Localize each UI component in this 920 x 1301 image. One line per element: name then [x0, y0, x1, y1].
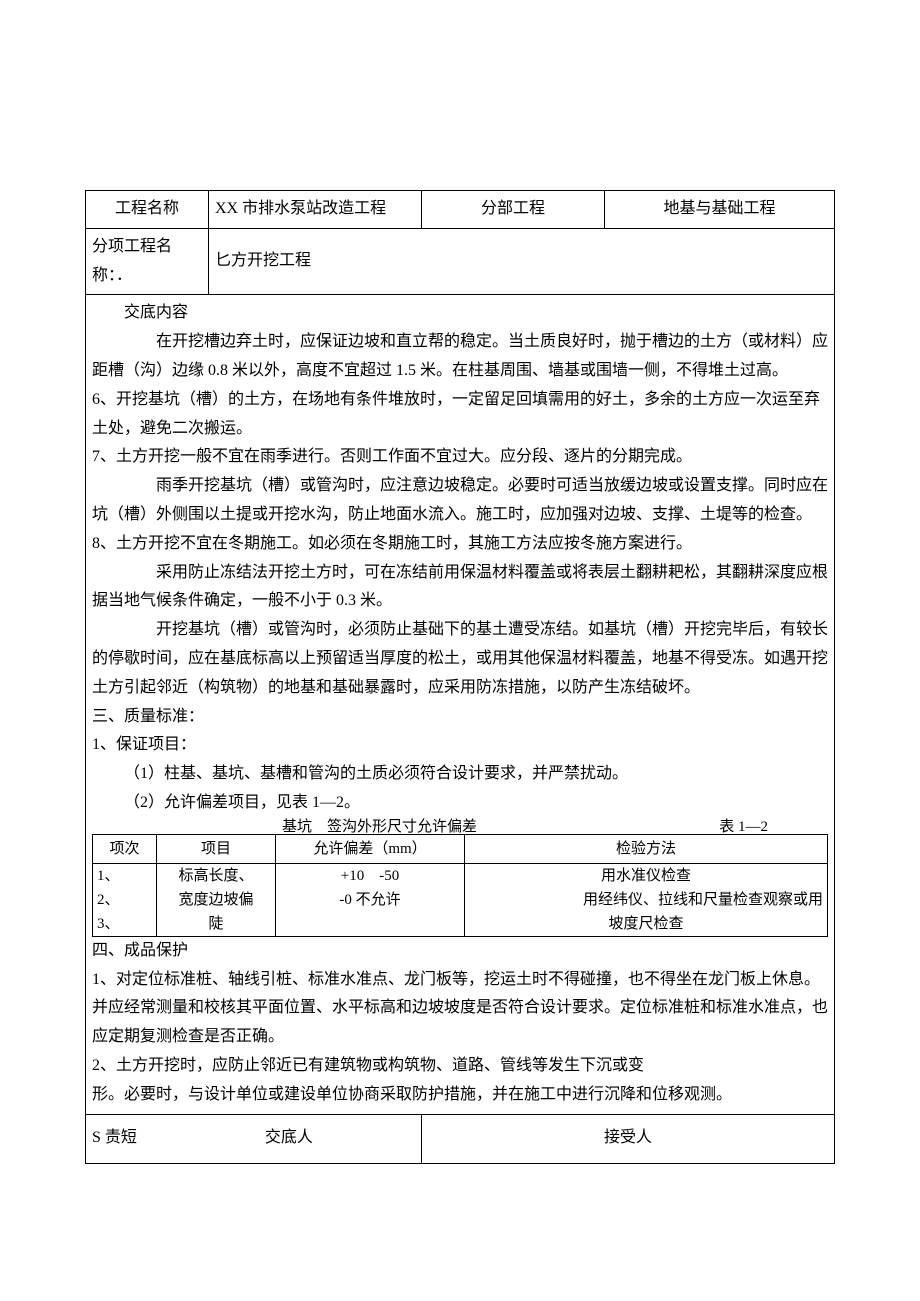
para-7: 开挖基坑（槽）或管沟时，必须防止基础下的基土遭受冻结。如基坑（槽）开挖完毕后，有…: [92, 616, 828, 702]
item-2: 宽度边坡偏: [161, 888, 271, 912]
para-1: 在开挖槽边弃土时，应保证边坡和直立帮的稳定。当土质良好时，抛于槽边的土方（或材料…: [92, 328, 828, 386]
tol-2: +10 -50: [280, 864, 460, 888]
para-6: 采用防止冻结法开挖土方时，可在冻结前用保温材料覆盖或将表层土翻耕耙松，其翻耕深度…: [92, 559, 828, 617]
idx-1: 1、: [97, 864, 152, 888]
inner-table-label: 表 1—2: [719, 814, 768, 841]
project-name-value: XX 市排水泵站改造工程: [209, 191, 422, 229]
section-4-3: 形。必要时，与设计单位或建设单位协商采取防护措施，并在施工中进行沉降和位移观测。: [92, 1081, 828, 1110]
section-3-1: 1、保证项目：: [92, 731, 828, 760]
item-3: 陡: [161, 912, 271, 936]
th-item: 项目: [157, 834, 276, 863]
section-4-1: 1、对定位标准桩、轴线引桩、标准水准点、龙门板等，挖运土时不得碰撞，也不得坐在龙…: [92, 966, 828, 1052]
content-body: 交底内容 在开挖槽边弃土时，应保证边坡和直立帮的稳定。当土质良好时，抛于槽边的土…: [86, 295, 835, 1114]
sign-left-cell: S 责短 交底人: [86, 1114, 422, 1163]
content-title: 交底内容: [92, 299, 828, 328]
project-name-label: 工程名称: [86, 191, 209, 229]
section-3: 三、质量标准：: [92, 703, 828, 732]
th-index: 项次: [93, 834, 157, 863]
tolerance-table: 项次 项目 允许偏差（mm） 检验方法 1、 2、 3、 标高长度、 宽度边坡偏…: [92, 834, 828, 937]
sign-mid: 交底人: [265, 1129, 313, 1146]
tol-3: -0 不允许: [280, 888, 460, 912]
sub-item-label: 分项工程名称：．: [86, 228, 209, 295]
th-method: 检验方法: [465, 834, 828, 863]
section-4: 四、成品保护: [92, 937, 828, 966]
section-3-1-1: （1）柱基、基坑、基槽和管沟的土质必须符合设计要求，并严禁扰动。: [92, 760, 828, 789]
method-3: 坡度尺检查: [469, 912, 823, 936]
method-2: 用经纬仪、拉线和尺量检查观察或用: [469, 888, 823, 912]
sub-item-value: 匕方开挖工程: [209, 228, 835, 295]
item-1: 标高长度、: [161, 864, 271, 888]
para-2: 6、开挖基坑（槽）的土方，在场地有条件堆放时，一定留足回填需用的好土，多余的土方…: [92, 386, 828, 444]
para-5: 8、土方开挖不宜在冬期施工。如必须在冬期施工时，其施工方法应按冬施方案进行。: [92, 530, 828, 559]
section-4-2: 2、土方开挖时，应防止邻近已有建筑物或构筑物、道路、管线等发生下沉或变: [92, 1052, 828, 1081]
idx-3: 3、: [97, 912, 152, 936]
para-4: 雨季开挖基坑（槽）或管沟时，应注意边坡稳定。必要时可适当放缓边坡或设置支撑。同时…: [92, 472, 828, 530]
division-label: 分部工程: [422, 191, 605, 229]
inner-table-title: 基坑 签沟外形尺寸允许偏差: [282, 814, 477, 841]
division-value: 地基与基础工程: [605, 191, 835, 229]
sign-left: S 责短: [92, 1129, 137, 1146]
idx-2: 2、: [97, 888, 152, 912]
para-3: 7、土方开挖一般不宜在雨季进行。否则工作面不宜过大。应分段、逐片的分期完成。: [92, 443, 828, 472]
sign-right: 接受人: [422, 1114, 835, 1163]
method-1: 用水准仪检查: [469, 864, 823, 888]
